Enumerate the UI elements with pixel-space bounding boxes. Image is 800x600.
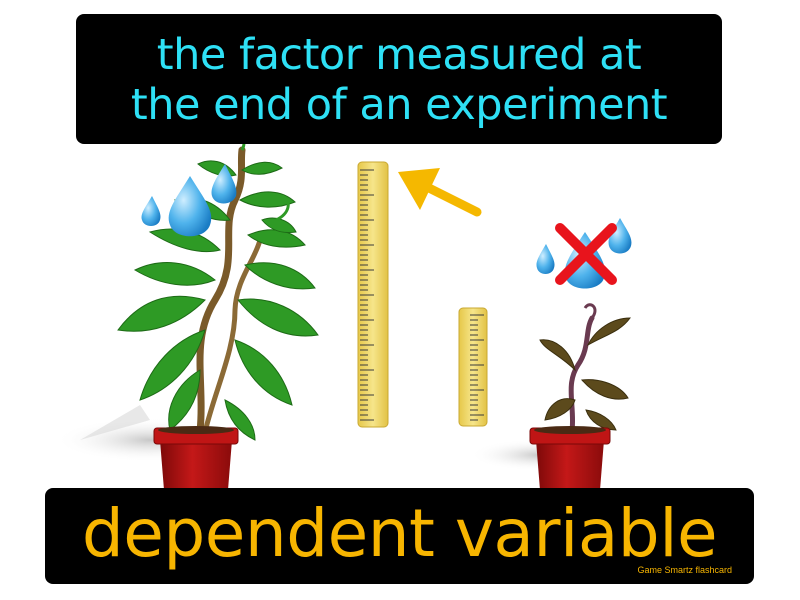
plant-pot-icon bbox=[153, 426, 239, 490]
ruler-icon-tall bbox=[357, 161, 389, 428]
term-box: dependent variable Game Smartz flashcard bbox=[45, 488, 754, 584]
no-water-cross-icon bbox=[555, 223, 617, 285]
wilted-plant bbox=[470, 218, 632, 490]
brand-credit: Game Smartz flashcard bbox=[637, 565, 732, 575]
water-drop-icon bbox=[141, 164, 237, 237]
term-title: dependent variable bbox=[81, 495, 718, 572]
healthy-plant bbox=[55, 123, 319, 490]
arrow-icon bbox=[398, 168, 482, 217]
plant-pot-icon bbox=[529, 426, 611, 490]
definition-line-1: the factor measured at bbox=[156, 30, 642, 80]
ruler-icon-short bbox=[458, 307, 488, 427]
definition-box: the factor measured at the end of an exp… bbox=[76, 14, 722, 144]
definition-line-2: the end of an experiment bbox=[130, 80, 668, 130]
